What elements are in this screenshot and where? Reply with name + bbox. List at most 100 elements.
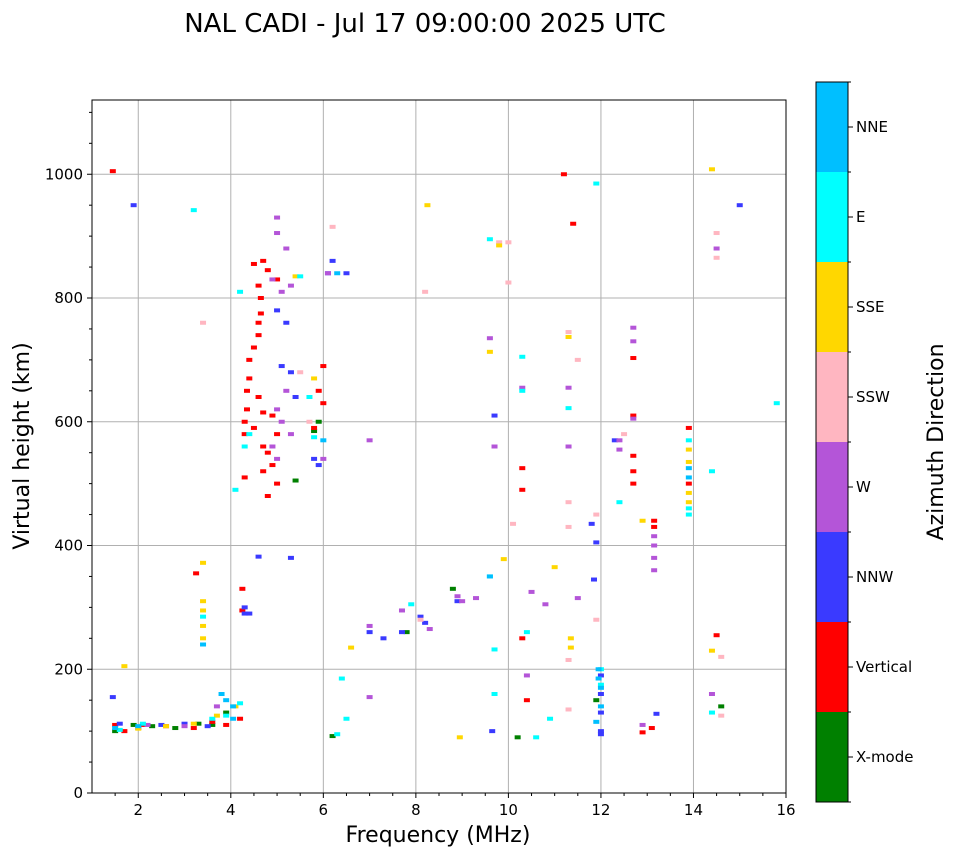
data-point	[250, 345, 257, 350]
data-point	[523, 630, 530, 635]
data-point	[274, 215, 281, 220]
data-point	[593, 617, 600, 622]
data-point	[209, 722, 216, 727]
data-point	[112, 726, 119, 731]
data-point	[287, 370, 294, 375]
data-point	[565, 385, 572, 390]
data-point	[241, 611, 248, 616]
data-point	[246, 357, 253, 362]
data-point	[489, 729, 496, 734]
data-point	[237, 701, 244, 706]
data-point	[651, 555, 658, 560]
x-tick-label: 6	[319, 801, 329, 819]
data-point	[246, 432, 253, 437]
data-point	[130, 722, 137, 727]
data-point	[209, 716, 216, 721]
data-point	[315, 388, 322, 393]
data-point	[491, 444, 498, 449]
series-sse	[121, 167, 715, 740]
data-point	[264, 450, 271, 455]
data-point	[320, 438, 327, 443]
data-point	[542, 602, 549, 607]
data-point	[250, 425, 257, 430]
data-point	[343, 716, 350, 721]
data-point	[651, 543, 658, 548]
data-point	[260, 258, 267, 263]
data-point	[648, 726, 655, 731]
data-point	[230, 704, 237, 709]
data-point	[380, 636, 387, 641]
data-point	[223, 698, 230, 703]
data-point	[250, 261, 257, 266]
data-point	[496, 240, 503, 245]
colorbar-segment	[816, 172, 848, 262]
data-point	[311, 376, 318, 381]
data-point	[653, 711, 660, 716]
data-point	[454, 594, 461, 599]
data-point	[595, 676, 602, 681]
data-point	[639, 722, 646, 727]
series-e	[116, 181, 780, 740]
colorbar-label: Azimuth Direction	[924, 343, 949, 540]
data-point	[630, 356, 637, 361]
data-point	[311, 456, 318, 461]
data-point	[158, 722, 165, 727]
data-point	[567, 645, 574, 650]
data-point	[292, 478, 299, 483]
data-point	[685, 425, 692, 430]
colorbar-tick-label: NNW	[856, 568, 893, 586]
data-point	[593, 512, 600, 517]
data-point	[533, 735, 540, 740]
data-point	[283, 246, 290, 251]
data-point	[109, 695, 116, 700]
series-nnw	[109, 203, 743, 737]
data-point	[685, 459, 692, 464]
data-point	[223, 710, 230, 715]
data-point	[334, 732, 341, 737]
data-point	[292, 274, 299, 279]
colorbar-segment	[816, 532, 848, 622]
data-point	[269, 463, 276, 468]
colorbar-segment	[816, 262, 848, 352]
data-point	[565, 500, 572, 505]
data-point	[130, 203, 137, 208]
data-point	[422, 289, 429, 294]
data-point	[311, 425, 318, 430]
data-point	[491, 413, 498, 418]
data-point	[255, 333, 262, 338]
data-point	[190, 208, 197, 213]
data-point	[685, 512, 692, 517]
data-point	[329, 224, 336, 229]
data-point	[320, 456, 327, 461]
data-point	[144, 722, 151, 727]
data-point	[403, 630, 410, 635]
data-point	[449, 586, 456, 591]
data-point	[486, 574, 493, 579]
data-point	[651, 524, 658, 529]
data-point	[200, 320, 207, 325]
data-point	[243, 388, 250, 393]
data-point	[190, 721, 197, 726]
data-point	[718, 654, 725, 659]
data-point	[269, 444, 276, 449]
data-point	[560, 172, 567, 177]
data-point	[223, 713, 230, 718]
data-point	[135, 724, 142, 729]
data-point	[366, 438, 373, 443]
data-point	[491, 647, 498, 652]
data-point	[306, 419, 313, 424]
data-point	[338, 676, 345, 681]
data-point	[630, 469, 637, 474]
data-point	[708, 469, 715, 474]
data-point	[257, 311, 264, 316]
data-point	[565, 657, 572, 662]
data-point	[278, 289, 285, 294]
data-point	[343, 271, 350, 276]
data-point	[597, 729, 604, 734]
series-ssw	[200, 224, 725, 718]
data-point	[708, 710, 715, 715]
colorbar-tick-label: Vertical	[856, 658, 912, 676]
plot-area: 2 4 6 8 10 12 14 16 0 200 400 600 800 1000	[45, 99, 796, 819]
data-point	[292, 395, 299, 399]
colorbar: X-mode Vertical NNW W SSW SSE E NNE	[815, 81, 913, 803]
